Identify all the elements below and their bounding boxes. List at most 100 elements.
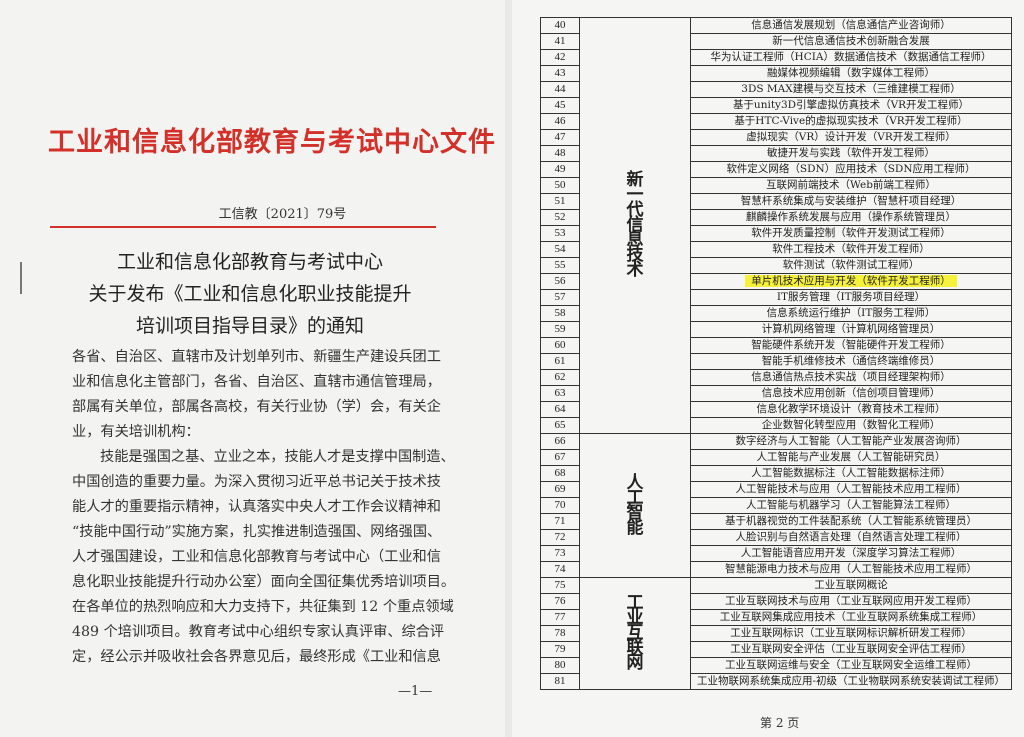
project-name: 人工智能语音应用开发（深度学习算法工程师）: [740, 547, 962, 559]
body-line: 定，经公示并吸收社会各界意见后，最终形成《工业和信息: [72, 649, 441, 665]
page-number-right: 第 2 页: [760, 716, 800, 730]
table-row: 63 信息技术应用创新（信创项目管理师）: [540, 385, 1012, 402]
left-page: 工业和信息化部教育与考试中心文件 工信教〔2021〕79号 工业和信息化部教育与…: [0, 0, 505, 737]
highlighted-project-name: 单片机技术应用与开发（软件开发工程师）: [745, 275, 957, 287]
row-number: 47: [540, 129, 580, 146]
project-name: 智能手机维修技术（通信终端维修员）: [761, 355, 941, 367]
project-name: 软件工程技术（软件开发工程师）: [772, 243, 930, 255]
project-name: 信息通信发展规划（信息通信产业咨询师）: [751, 19, 951, 31]
table-row: 52 麒麟操作系统发展与应用（操作系统管理员）: [540, 209, 1012, 226]
project-cell: 人工智能与机器学习（人工智能算法工程师）: [690, 497, 1012, 514]
project-name: 企业数智化转型应用（数智化工程师）: [761, 419, 941, 431]
project-name: 智慧杆系统集成与安装维护（智慧杆项目经理）: [740, 195, 962, 207]
category-name: 人工智能: [626, 472, 644, 538]
project-cell: 信息系统运行维护（IT服务工程师）: [690, 305, 1012, 322]
row-number: 60: [540, 337, 580, 354]
row-number: 44: [540, 81, 580, 98]
table-row: 75 工业互联网 工业互联网概论: [540, 577, 1012, 690]
row-number: 63: [540, 385, 580, 402]
project-cell: 软件定义网络（SDN）应用技术（SDN应用工程师）: [690, 161, 1012, 178]
notice-heading-1: 工业和信息化部教育与考试中心: [116, 251, 383, 273]
body-line: 各省、自治区、直辖市及计划单列市、新疆生产建设兵团工: [72, 349, 441, 365]
project-name: 基于unity3D引擎虚拟仿真技术（VR开发工程师）: [732, 99, 970, 111]
table-row: 48 敏捷开发与实践（软件开发工程师）: [540, 145, 1012, 162]
project-cell: 单片机技术应用与开发（软件开发工程师）: [690, 273, 1012, 290]
project-name: 软件定义网络（SDN）应用技术（SDN应用工程师）: [726, 163, 976, 175]
project-name: 虚拟现实（VR）设计开发（VR开发工程师）: [746, 131, 956, 143]
row-number: 56: [540, 273, 580, 290]
row-number: 76: [540, 593, 580, 610]
project-name: 3DS MAX建模与交互技术（三维建模工程师）: [741, 83, 961, 95]
table-row: 80 工业互联网运维与安全（工业互联网安全运维工程师）: [540, 657, 1012, 674]
row-number: 49: [540, 161, 580, 178]
project-name: 工业互联网运维与安全（工业互联网安全运维工程师）: [725, 659, 977, 671]
row-number: 51: [540, 193, 580, 210]
row-number: 62: [540, 369, 580, 386]
project-cell: 华为认证工程师（HCIA）数据通信技术（数据通信工程师）: [690, 49, 1012, 66]
project-name: 工业互联网标识（工业互联网标识解析研发工程师）: [730, 627, 972, 639]
category-cell: 人工智能: [579, 433, 691, 578]
project-cell: 基于HTC-Vive的虚拟现实技术（VR开发工程师）: [690, 113, 1012, 130]
project-cell: 麒麟操作系统发展与应用（操作系统管理员）: [690, 209, 1012, 226]
project-name: 信息技术应用创新（信创项目管理师）: [761, 387, 941, 399]
project-cell: 智能手机维修技术（通信终端维修员）: [690, 353, 1012, 370]
body-line: 技能是强国之基、立业之本，技能人才是支撑中国制造、: [100, 449, 455, 465]
project-name: 人工智能与机器学习（人工智能算法工程师）: [746, 499, 956, 511]
project-name: 软件开发质量控制（软件开发测试工程师）: [751, 227, 951, 239]
table-row: 74 智慧能源电力技术与应用（人工智能技术应用工程师）: [540, 561, 1012, 578]
project-cell: 数字经济与人工智能（人工智能产业发展咨询师）: [690, 433, 1012, 450]
project-name: 软件测试（软件测试工程师）: [782, 259, 920, 271]
row-number: 78: [540, 625, 580, 642]
project-cell: 软件测试（软件测试工程师）: [690, 257, 1012, 274]
project-name: 敏捷开发与实践（软件开发工程师）: [767, 147, 935, 159]
project-name: 工业互联网技术与应用（工业互联网应用开发工程师）: [725, 595, 977, 607]
table-row: 79 工业互联网安全评估（工业互联网安全评估工程师）: [540, 641, 1012, 658]
table-row: 58 信息系统运行维护（IT服务工程师）: [540, 305, 1012, 322]
body-line: 能人才的重要指示精神，认真落实中央人才工作会议精神和: [72, 499, 441, 515]
table-row: 60 智能硬件系统开发（智能硬件开发工程师）: [540, 337, 1012, 354]
table-row: 62 信息通信热点技术实战（项目经理架构师）: [540, 369, 1012, 386]
project-cell: 智慧杆系统集成与安装维护（智慧杆项目经理）: [690, 193, 1012, 210]
project-cell: 工业互联网概论: [690, 577, 1012, 594]
table-row: 77 工业互联网集成应用技术（工业互联网系统集成工程师）: [540, 609, 1012, 626]
project-cell: 人工智能与产业发展（人工智能研究员）: [690, 449, 1012, 466]
project-cell: 信息通信发展规划（信息通信产业咨询师）: [690, 17, 1012, 34]
row-number: 50: [540, 177, 580, 194]
table-row: 69 人工智能技术与应用（人工智能技术应用工程师）: [540, 481, 1012, 498]
project-name: 互联网前端技术（Web前端工程师）: [766, 179, 936, 191]
row-number: 72: [540, 529, 580, 546]
project-cell: 智慧能源电力技术与应用（人工智能技术应用工程师）: [690, 561, 1012, 578]
project-name: 工业互联网集成应用技术（工业互联网系统集成工程师）: [719, 611, 983, 623]
table-row: 67 人工智能与产业发展（人工智能研究员）: [540, 449, 1012, 466]
project-name: 人工智能与产业发展（人工智能研究员）: [756, 451, 946, 463]
row-number: 70: [540, 497, 580, 514]
body-line: 489 个培训项目。教育考试中心组织专家认真评审、综合评: [72, 624, 445, 640]
project-cell: 企业数智化转型应用（数智化工程师）: [690, 417, 1012, 434]
row-number: 65: [540, 417, 580, 434]
category-cell: 工业互联网: [579, 577, 691, 690]
row-number: 48: [540, 145, 580, 162]
table-row: 73 人工智能语音应用开发（深度学习算法工程师）: [540, 545, 1012, 562]
body-line: 中国创造的重要力量。为深入贯彻习近平总书记关于技术技: [72, 474, 441, 490]
project-name: 新一代信息通信技术创新融合发展: [772, 35, 930, 47]
document-title: 工业和信息化部教育与考试中心文件: [48, 127, 496, 158]
training-project-table: 40 新一代信息技术 信息通信发展规划（信息通信产业咨询师） 41 新一代信息通信技术创…: [540, 17, 1012, 690]
project-cell: 融媒体视频编辑（数字媒体工程师）: [690, 65, 1012, 82]
row-number: 64: [540, 401, 580, 418]
project-name: 融媒体视频编辑（数字媒体工程师）: [767, 67, 935, 79]
row-number: 46: [540, 113, 580, 130]
row-number: 52: [540, 209, 580, 226]
project-cell: 工业互联网运维与安全（工业互联网安全运维工程师）: [690, 657, 1012, 674]
project-name: 智慧能源电力技术与应用（人工智能技术应用工程师）: [725, 563, 977, 575]
project-name: 信息系统运行维护（IT服务工程师）: [766, 307, 936, 319]
row-number: 69: [540, 481, 580, 498]
project-name: 数字经济与人工智能（人工智能产业发展咨询师）: [735, 435, 967, 447]
binder-mark: [20, 262, 22, 294]
table-row: 65 企业数智化转型应用（数智化工程师）: [540, 417, 1012, 434]
document-number: 工信教〔2021〕79号: [218, 207, 347, 222]
project-name: 工业互联网概论: [814, 579, 888, 591]
row-number: 57: [540, 289, 580, 306]
project-cell: 新一代信息通信技术创新融合发展: [690, 33, 1012, 50]
project-cell: 人工智能数据标注（人工智能数据标注师）: [690, 465, 1012, 482]
project-cell: 人工智能技术与应用（人工智能技术应用工程师）: [690, 481, 1012, 498]
